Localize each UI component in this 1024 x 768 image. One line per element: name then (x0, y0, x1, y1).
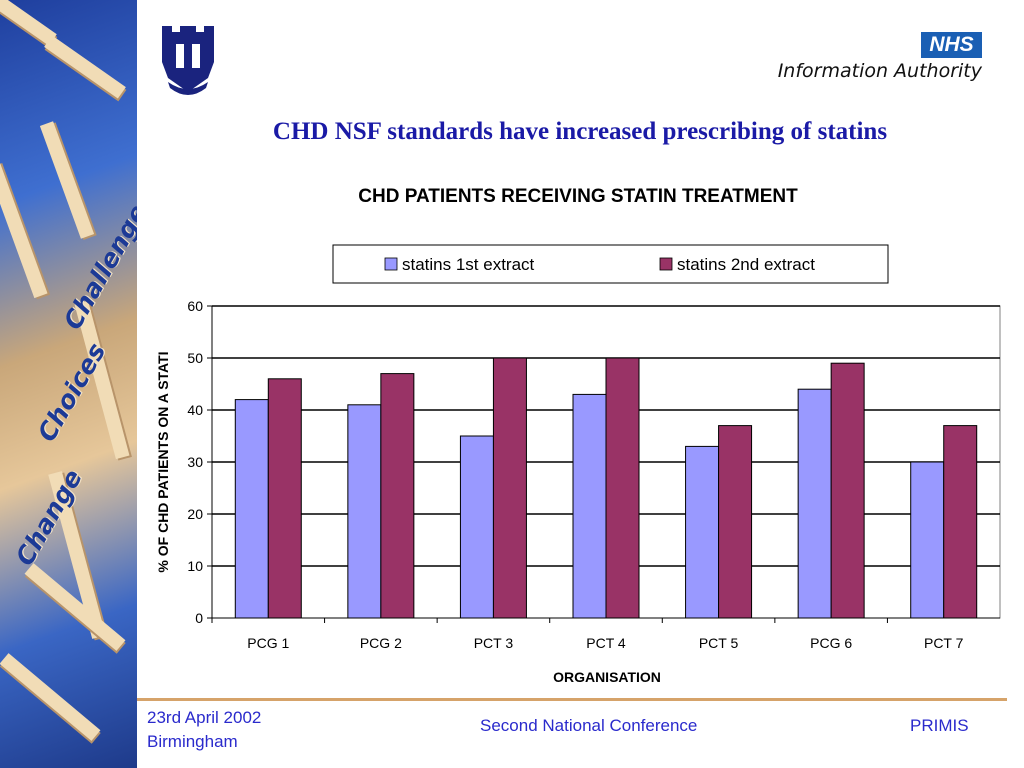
bar-2-pcg-6 (830, 362, 865, 619)
footer-event: Second National Conference (480, 716, 698, 735)
y-tick-label: 50 (187, 350, 203, 366)
bar-2-pct-4 (605, 357, 640, 619)
nhs-logo: NHS (921, 32, 982, 58)
x-axis-label: ORGANISATION (553, 669, 661, 685)
x-tick-label: PCT 3 (474, 635, 514, 651)
y-tick-label: 40 (187, 402, 203, 418)
footer-location: Birmingham (147, 732, 238, 751)
bar-chart: CHD PATIENTS RECEIVING STATIN TREATMENT s… (155, 186, 1001, 685)
legend-swatch-1 (384, 257, 398, 271)
footer-date: 23rd April 2002 (147, 708, 262, 727)
bar-1-pcg-2 (347, 404, 382, 619)
decorative-maze-strip: Challenge Choices Change (0, 0, 137, 768)
y-axis-label: % OF CHD PATIENTS ON A STATI (155, 351, 171, 572)
bar-1-pct-3 (459, 435, 494, 619)
y-tick-label: 20 (187, 506, 203, 522)
bar-2-pct-5 (718, 425, 753, 619)
crest-logo-icon (162, 26, 214, 95)
x-tick-label: PCT 5 (699, 635, 739, 651)
y-tick-label: 0 (195, 610, 203, 626)
bar-2-pcg-2 (380, 373, 415, 619)
bar-1-pcg-6 (797, 388, 832, 619)
legend-box (332, 244, 889, 284)
bar-1-pct-5 (685, 445, 720, 619)
org-name: Information Authority (777, 60, 982, 82)
legend-label-1: statins 1st extract (402, 255, 535, 274)
bar-2-pct-7 (943, 425, 978, 619)
bar-1-pct-7 (910, 461, 945, 619)
legend-label-2: statins 2nd extract (677, 255, 815, 274)
x-tick-label: PCG 6 (810, 635, 852, 651)
slide-title: CHD NSF standards have increased prescri… (272, 118, 888, 145)
footer-brand: PRIMIS (910, 716, 969, 735)
y-tick-label: 30 (187, 454, 203, 470)
x-tick-label: PCG 2 (360, 635, 402, 651)
bar-1-pct-4 (572, 393, 607, 619)
footer-divider (137, 698, 1007, 701)
y-tick-label: 10 (187, 558, 203, 574)
x-tick-label: PCG 1 (247, 635, 289, 651)
y-tick-label: 60 (187, 298, 203, 314)
bar-2-pct-3 (492, 357, 527, 619)
legend-swatch-2 (659, 257, 673, 271)
chart-title: CHD PATIENTS RECEIVING STATIN TREATMENT (358, 186, 798, 207)
x-tick-label: PCT 7 (924, 635, 964, 651)
bar-1-pcg-1 (234, 399, 269, 619)
bar-2-pcg-1 (267, 378, 302, 619)
x-tick-label: PCT 4 (586, 635, 626, 651)
